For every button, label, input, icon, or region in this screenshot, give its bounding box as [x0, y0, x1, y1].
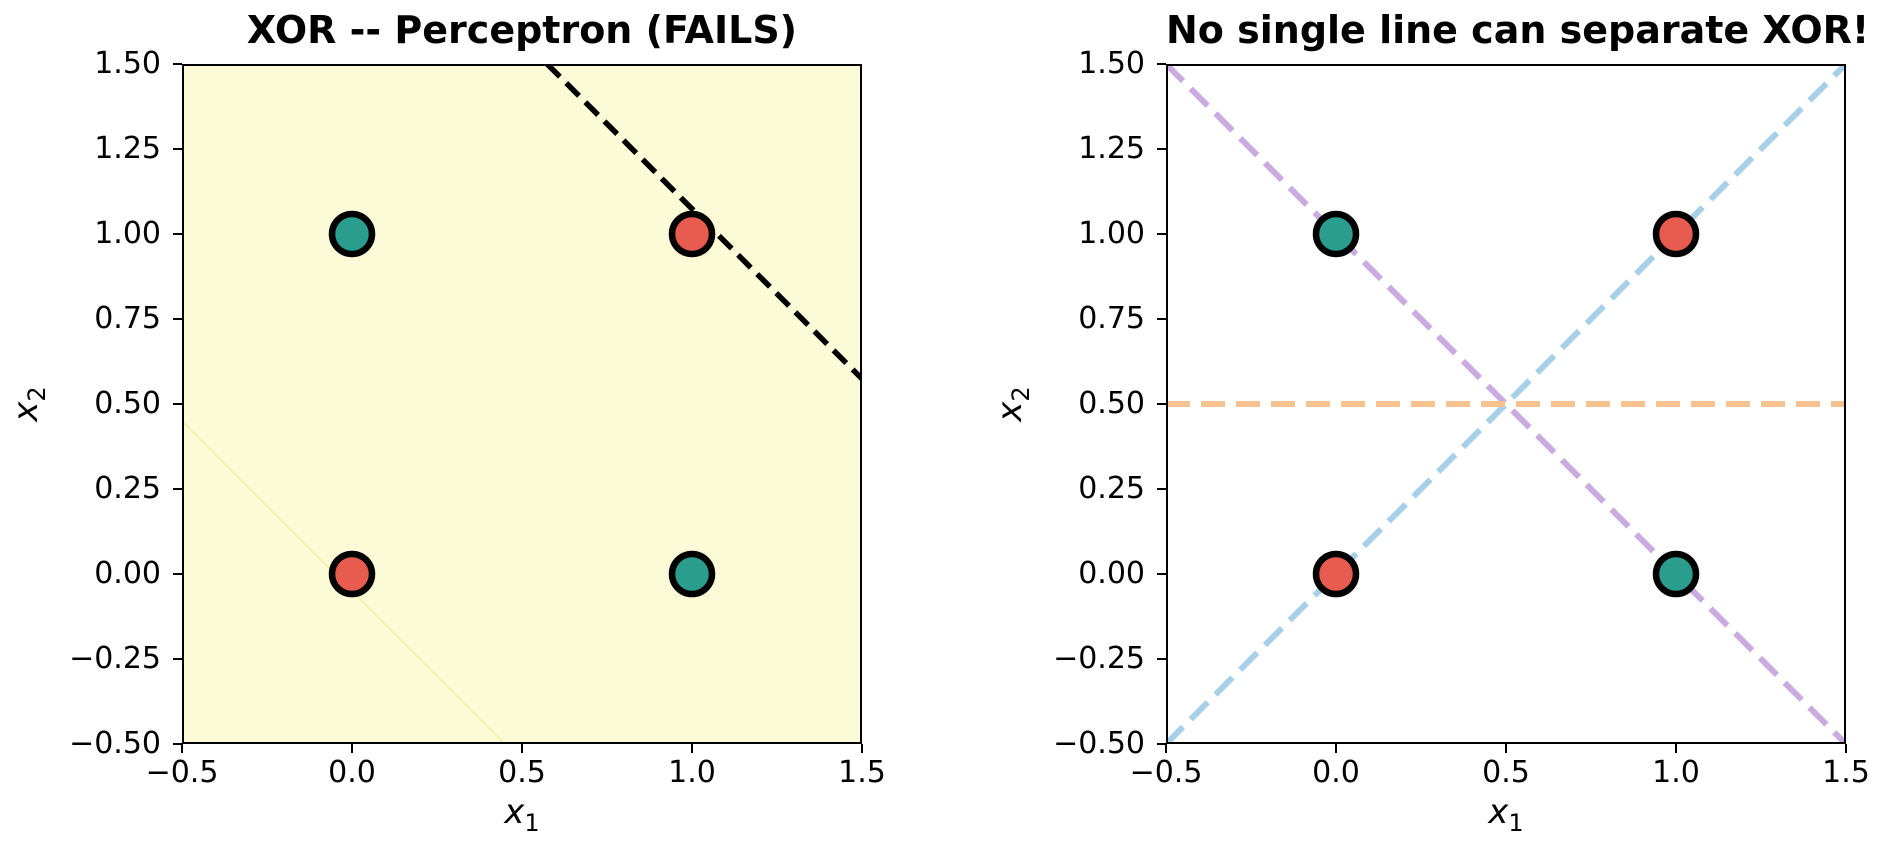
- plot-canvas-right: [1166, 64, 1846, 744]
- x-tick-mark: [351, 744, 353, 753]
- axes-frame: [1166, 64, 1846, 744]
- y-tick-mark: [1157, 233, 1166, 235]
- plot-title-left: XOR -- Perceptron (FAILS): [246, 8, 798, 52]
- x-tick-mark: [691, 744, 693, 753]
- y-tick-mark: [1157, 148, 1166, 150]
- y-tick-label: 1.50: [94, 46, 161, 81]
- y-tick-mark: [1157, 63, 1166, 65]
- y-tick-mark: [173, 233, 182, 235]
- y-tick-label: 1.00: [94, 216, 161, 251]
- x-tick-label: −0.5: [145, 755, 219, 790]
- x-tick-label: 1.5: [838, 755, 886, 790]
- y-tick-label: 0.50: [1078, 386, 1145, 421]
- plot-title-right: No single line can separate XOR!: [1166, 8, 1870, 52]
- y-tick-mark: [173, 488, 182, 490]
- y-tick-label: 0.75: [94, 301, 161, 336]
- x-tick-mark: [1505, 744, 1507, 753]
- candidate-line-down-diagonal: [1166, 64, 1846, 744]
- data-point-xor1: [1652, 550, 1700, 598]
- y-tick-label: 0.00: [94, 556, 161, 591]
- y-tick-label: −0.25: [69, 641, 161, 676]
- y-tick-mark: [1157, 743, 1166, 745]
- y-tick-label: −0.25: [1053, 641, 1145, 676]
- y-tick-mark: [173, 743, 182, 745]
- y-tick-mark: [1157, 658, 1166, 660]
- x-axis-label-right: x1: [1166, 792, 1846, 843]
- x-tick-mark: [1165, 744, 1167, 753]
- x-tick-label: 0.5: [1482, 755, 1530, 790]
- y-tick-label: −0.50: [69, 726, 161, 761]
- x-tick-label: −0.5: [1129, 755, 1203, 790]
- x-tick-label: 1.0: [668, 755, 716, 790]
- y-tick-label: 0.75: [1078, 301, 1145, 336]
- x-tick-label: 0.0: [1312, 755, 1360, 790]
- x-tick-mark: [181, 744, 183, 753]
- plot-area-left: [182, 64, 862, 744]
- x-tick-mark: [521, 744, 523, 753]
- x-tick-label: 0.0: [328, 755, 376, 790]
- x-tick-mark: [861, 744, 863, 753]
- y-tick-mark: [173, 318, 182, 320]
- data-point-xor0: [328, 550, 376, 598]
- data-point-xor1: [668, 550, 716, 598]
- y-tick-label: 0.25: [1078, 471, 1145, 506]
- y-tick-label: 0.50: [94, 386, 161, 421]
- y-tick-mark: [1157, 488, 1166, 490]
- x-tick-label: 1.0: [1652, 755, 1700, 790]
- y-tick-label: −0.50: [1053, 726, 1145, 761]
- plot-area-right: [1166, 64, 1846, 744]
- x-axis-label-right-sub: 1: [1508, 808, 1524, 837]
- x-tick-mark: [1845, 744, 1847, 753]
- data-point-xor0: [1312, 550, 1360, 598]
- x-tick-mark: [1675, 744, 1677, 753]
- y-tick-mark: [1157, 318, 1166, 320]
- y-tick-label: 1.00: [1078, 216, 1145, 251]
- y-tick-label: 1.50: [1078, 46, 1145, 81]
- x-tick-mark: [1335, 744, 1337, 753]
- candidate-line-up-diagonal: [1166, 64, 1846, 744]
- x-tick-label: 1.5: [1822, 755, 1870, 790]
- y-tick-mark: [173, 658, 182, 660]
- y-tick-label: 0.25: [94, 471, 161, 506]
- y-tick-label: 1.25: [94, 131, 161, 166]
- y-tick-mark: [173, 403, 182, 405]
- data-point-xor1: [328, 210, 376, 258]
- y-tick-label: 0.00: [1078, 556, 1145, 591]
- y-tick-mark: [173, 573, 182, 575]
- y-tick-label: 1.25: [1078, 131, 1145, 166]
- data-point-xor0: [668, 210, 716, 258]
- x-axis-label-left-sub: 1: [524, 808, 540, 837]
- x-tick-label: 0.5: [498, 755, 546, 790]
- data-point-xor0: [1652, 210, 1700, 258]
- axes-frame: [182, 64, 862, 744]
- x-axis-label-left-base: x: [504, 792, 525, 832]
- data-point-xor1: [1312, 210, 1360, 258]
- y-tick-mark: [173, 148, 182, 150]
- x-axis-label-left: x1: [182, 792, 862, 843]
- y-tick-mark: [1157, 573, 1166, 575]
- y-tick-mark: [173, 63, 182, 65]
- plot-canvas-left: [182, 64, 862, 744]
- x-axis-label-right-base: x: [1488, 792, 1509, 832]
- y-tick-mark: [1157, 403, 1166, 405]
